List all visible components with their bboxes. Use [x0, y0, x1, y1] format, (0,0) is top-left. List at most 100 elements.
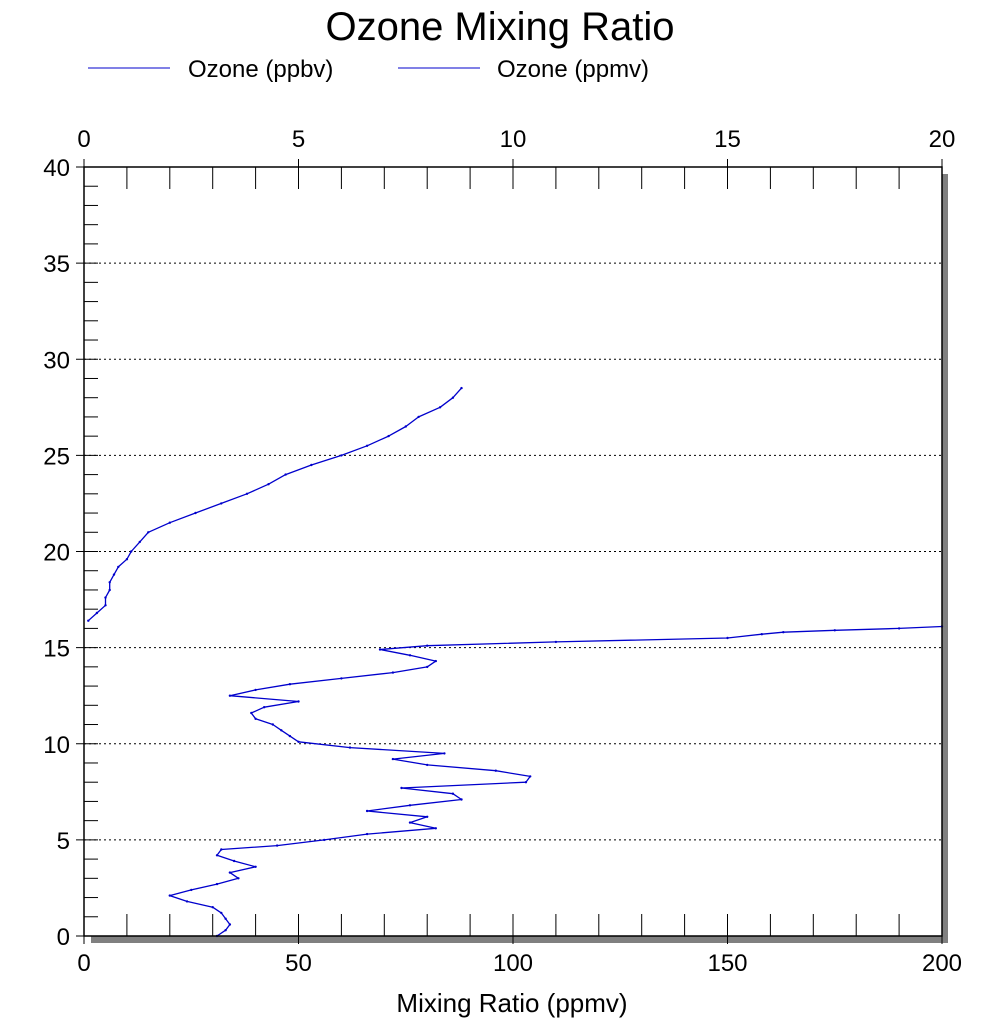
data-point-ozone-ppmv — [87, 619, 90, 622]
x-bottom-tick-label: 50 — [285, 950, 312, 977]
data-point-ozone-ppbv — [275, 844, 279, 847]
data-point-ozone-ppmv — [340, 454, 343, 457]
legend-label-ppbv: Ozone (ppbv) — [188, 56, 333, 83]
data-point-ozone-ppbv — [426, 665, 429, 669]
data-point-ozone-ppmv — [117, 565, 120, 569]
data-point-ozone-ppbv — [782, 631, 785, 634]
series-layer — [87, 386, 944, 938]
data-point-ozone-ppmv — [108, 588, 111, 592]
data-point-ozone-ppbv — [224, 917, 227, 920]
data-point-ozone-ppbv — [426, 644, 429, 647]
data-point-ozone-ppbv — [288, 683, 292, 686]
data-point-ozone-ppbv — [726, 636, 729, 640]
data-point-ozone-ppbv — [391, 757, 395, 761]
data-point-ozone-ppmv — [310, 463, 313, 467]
data-point-ozone-ppbv — [215, 882, 219, 886]
data-point-ozone-ppmv — [404, 425, 407, 428]
data-point-ozone-ppbv — [228, 923, 232, 926]
data-point-ozone-ppmv — [267, 483, 270, 486]
data-point-ozone-ppmv — [95, 611, 99, 615]
data-point-ozone-ppmv — [108, 581, 111, 584]
x-top-tick-label: 0 — [77, 126, 90, 153]
x-axis-label: Mixing Ratio (ppmv) — [396, 988, 627, 1018]
data-point-ozone-ppbv — [237, 877, 240, 880]
data-point-ozone-ppbv — [408, 654, 412, 657]
data-point-ozone-ppbv — [254, 717, 257, 720]
data-point-ozone-ppbv — [365, 832, 369, 836]
legend-label-ppmv: Ozone (ppmv) — [497, 56, 649, 83]
data-point-ozone-ppmv — [147, 531, 150, 534]
data-point-ozone-ppmv — [168, 521, 171, 524]
data-point-ozone-ppbv — [408, 804, 412, 807]
data-point-ozone-ppbv — [408, 821, 412, 824]
data-point-ozone-ppbv — [451, 792, 455, 795]
data-point-ozone-ppbv — [378, 648, 382, 651]
data-point-ozone-ppbv — [220, 911, 223, 915]
data-point-ozone-ppbv — [833, 629, 836, 632]
data-point-ozone-ppbv — [340, 677, 343, 680]
data-point-ozone-ppbv — [554, 640, 558, 644]
y-tick-label: 30 — [43, 347, 70, 374]
data-point-ozone-ppbv — [263, 706, 266, 709]
chart-title: Ozone Mixing Ratio — [325, 5, 674, 49]
data-point-ozone-ppmv — [104, 596, 107, 599]
data-point-ozone-ppbv — [760, 633, 763, 636]
y-tick-label: 20 — [43, 540, 70, 567]
x-bottom-tick-label: 200 — [922, 950, 962, 977]
y-tick-label: 35 — [43, 251, 70, 278]
y-tick-label: 15 — [43, 636, 70, 663]
grid — [84, 262, 942, 841]
data-point-ozone-ppbv — [434, 827, 437, 830]
data-point-ozone-ppmv — [130, 550, 133, 553]
data-point-ozone-ppbv — [220, 848, 223, 851]
data-point-ozone-ppmv — [451, 396, 455, 399]
data-point-ozone-ppbv — [391, 671, 395, 674]
data-point-ozone-ppbv — [434, 659, 437, 663]
x-top-tick-label: 15 — [714, 126, 741, 153]
plot-area — [84, 167, 942, 936]
data-point-ozone-ppbv — [297, 740, 300, 743]
data-point-ozone-ppbv — [426, 815, 429, 818]
data-point-ozone-ppbv — [211, 906, 214, 909]
data-point-ozone-ppbv — [254, 865, 257, 868]
x-bottom-tick-label: 100 — [493, 950, 533, 977]
x-top-tick-label: 5 — [292, 126, 305, 153]
axis-ticks — [76, 159, 943, 944]
data-point-ozone-ppmv — [104, 604, 107, 607]
data-point-ozone-ppmv — [365, 444, 369, 447]
data-point-ozone-ppbv — [288, 734, 292, 738]
data-point-ozone-ppbv — [426, 763, 429, 767]
x-bottom-tick-label: 0 — [77, 950, 90, 977]
y-tick-label: 0 — [57, 924, 70, 951]
data-point-ozone-ppbv — [400, 786, 403, 790]
y-tick-label: 5 — [57, 828, 70, 855]
x-top-tick-label: 20 — [929, 126, 956, 153]
data-point-ozone-ppmv — [112, 573, 116, 576]
data-point-ozone-ppmv — [284, 473, 287, 476]
data-point-ozone-ppbv — [460, 798, 463, 801]
data-point-ozone-ppbv — [271, 723, 274, 726]
data-point-ozone-ppmv — [417, 415, 420, 419]
plot-frame — [83, 166, 943, 937]
data-point-ozone-ppmv — [220, 502, 223, 505]
data-point-ozone-ppbv — [232, 859, 236, 863]
data-point-ozone-ppbv — [224, 929, 227, 932]
data-point-ozone-ppmv — [194, 511, 197, 515]
legend: Ozone (ppbv) Ozone (ppmv) — [88, 56, 649, 83]
data-point-ozone-ppmv — [438, 406, 442, 409]
data-point-ozone-ppbv — [323, 838, 326, 842]
data-point-ozone-ppmv — [138, 540, 141, 544]
tick-labels: 0 5 10 15 20 25 30 35 40 0 50 100 150 200 0 5 10 15 20 — [43, 126, 962, 977]
data-point-ozone-ppbv — [228, 871, 232, 874]
data-point-ozone-ppmv — [245, 492, 249, 495]
data-point-ozone-ppbv — [250, 711, 253, 715]
x-bottom-tick-label: 150 — [707, 950, 747, 977]
x-top-tick-label: 10 — [500, 126, 527, 153]
y-tick-label: 40 — [43, 155, 70, 182]
data-point-ozone-ppmv — [460, 386, 463, 390]
data-point-ozone-ppbv — [494, 769, 497, 772]
y-tick-label: 25 — [43, 443, 70, 470]
data-point-ozone-ppbv — [280, 729, 283, 732]
data-point-ozone-ppbv — [365, 809, 369, 813]
